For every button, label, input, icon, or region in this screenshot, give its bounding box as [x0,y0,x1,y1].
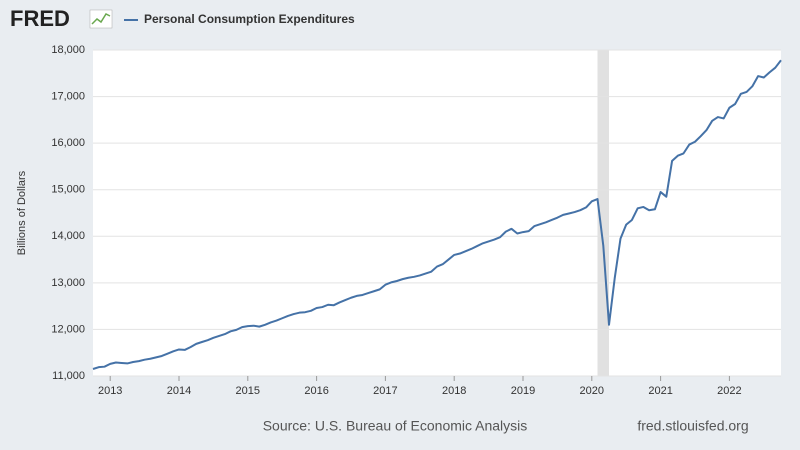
x-tick-label: 2020 [580,385,604,397]
y-tick-label: 16,000 [51,137,85,149]
y-axis-label: Billions of Dollars [16,170,28,255]
x-tick-label: 2018 [442,385,466,397]
y-tick-label: 17,000 [51,90,85,102]
x-tick-label: 2017 [373,385,397,397]
plot: 11,000 12,000 13,000 14,000 15,000 16,000 17,0… [51,44,782,397]
y-tick-label: 13,000 [51,277,85,289]
plot-area [93,50,781,376]
recession-band [597,50,609,376]
y-tick-label: 18,000 [51,44,85,56]
series-line [92,59,782,370]
source: Source: U.S. Bureau of Economic Analysis [263,418,528,434]
x-tick-label: 2022 [717,385,741,397]
x-tick-label: 2016 [304,385,328,397]
x-tick-label: 2015 [236,385,260,397]
logo-icon [89,9,113,29]
y-tick-label: 14,000 [51,230,85,242]
y-tick-label: 11,000 [52,370,85,382]
y-tick-label: 12,000 [51,323,85,335]
x-tick-label: 2013 [98,385,122,397]
x-tick-label: 2014 [167,385,191,397]
site: fred.stlouisfed.org [637,418,748,434]
y-tick-label: 15,000 [51,184,85,196]
x-tick-label: 2019 [511,385,535,397]
logo: FRED [10,6,70,31]
x-tick-label: 2021 [648,385,672,397]
legend-label: Personal Consumption Expenditures [144,12,355,26]
